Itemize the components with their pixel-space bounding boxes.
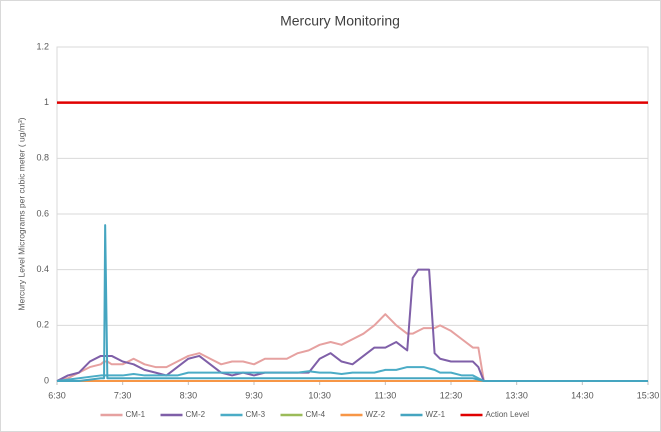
legend-label: CM-2 bbox=[186, 410, 206, 419]
x-tick-label: 12:30 bbox=[440, 390, 463, 400]
x-tick-label: 15:30 bbox=[637, 390, 660, 400]
y-tick-label: 0.4 bbox=[36, 264, 49, 274]
x-tick-label: 14:30 bbox=[571, 390, 594, 400]
y-tick-label: 0.8 bbox=[36, 153, 49, 163]
legend-label: Action Level bbox=[486, 410, 530, 419]
y-axis-label: Mercury Level Micrograms per cubic meter… bbox=[16, 117, 26, 310]
x-tick-label: 6:30 bbox=[48, 390, 66, 400]
y-tick-label: 1.2 bbox=[36, 41, 49, 51]
legend-label: CM-1 bbox=[126, 410, 146, 419]
y-tick-label: 0.2 bbox=[36, 320, 49, 330]
series-line bbox=[56, 313, 648, 382]
series-line bbox=[56, 366, 648, 382]
x-tick-label: 13:30 bbox=[505, 390, 528, 400]
x-tick-label: 10:30 bbox=[308, 390, 331, 400]
x-tick-label: 9:30 bbox=[245, 390, 263, 400]
x-tick-label: 8:30 bbox=[180, 390, 198, 400]
x-tick-label: 7:30 bbox=[114, 390, 132, 400]
y-tick-label: 0.6 bbox=[36, 208, 49, 218]
x-tick-label: 11:30 bbox=[374, 390, 396, 400]
legend-label: CM-3 bbox=[246, 410, 266, 419]
series-line bbox=[57, 224, 648, 382]
legend-label: WZ-1 bbox=[426, 410, 446, 419]
y-tick-label: 1 bbox=[44, 97, 49, 107]
legend-label: CM-4 bbox=[306, 410, 326, 419]
legend-label: WZ-2 bbox=[366, 410, 386, 419]
chart-title: Mercury Monitoring bbox=[280, 13, 400, 29]
y-tick-label: 0 bbox=[44, 375, 49, 385]
